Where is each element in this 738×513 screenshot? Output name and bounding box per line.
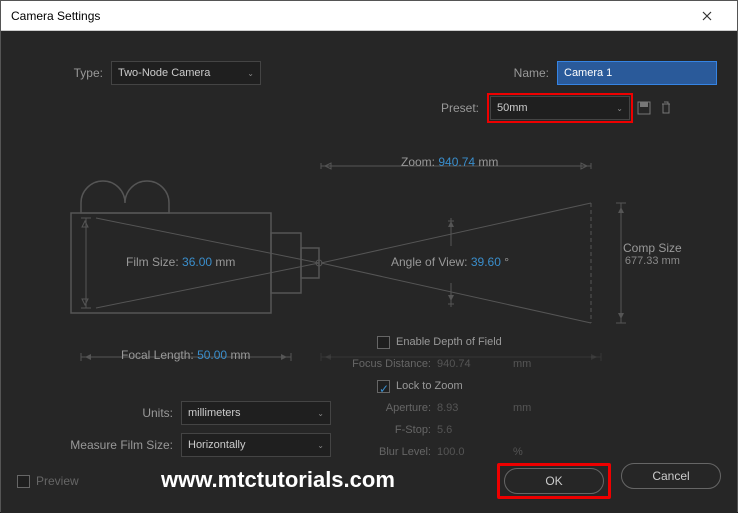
type-label: Type: [61, 66, 111, 80]
window-title: Camera Settings [11, 9, 687, 23]
units-section: Units: millimeters ⌄ Measure Film Size: … [41, 401, 361, 465]
aperture-value: 8.93 [437, 397, 507, 419]
dialog-content: Type: Two-Node Camera ⌄ Name: Preset: 50… [1, 31, 737, 513]
chevron-down-icon: ⌄ [616, 104, 623, 113]
units-dropdown[interactable]: millimeters ⌄ [181, 401, 331, 425]
enable-dof-checkbox[interactable] [377, 336, 390, 349]
depth-of-field-section: Enable Depth of Field Focus Distance: 94… [311, 331, 661, 463]
film-size-label: Film Size: [126, 255, 179, 269]
blur-level-value: 100.0 [437, 441, 507, 463]
film-size-value[interactable]: 36.00 [182, 255, 212, 269]
dialog-footer: Preview OK Cancel [17, 463, 721, 499]
zoom-value[interactable]: 940.74 [438, 155, 475, 169]
preview-checkbox[interactable] [17, 475, 30, 488]
preset-label: Preset: [437, 101, 487, 115]
measure-film-size-dropdown[interactable]: Horizontally ⌄ [181, 433, 331, 457]
units-label: Units: [41, 406, 181, 420]
chevron-down-icon: ⌄ [317, 441, 324, 450]
focal-length-value[interactable]: 50.00 [197, 348, 227, 362]
focal-length-label: Focal Length: [121, 348, 194, 362]
preset-dropdown[interactable]: 50mm ⌄ [490, 96, 630, 120]
enable-dof-label: Enable Depth of Field [396, 331, 502, 353]
disk-icon [637, 101, 651, 115]
close-icon [702, 11, 712, 21]
comp-size-label: Comp Size [623, 241, 682, 255]
name-input[interactable] [557, 61, 717, 85]
close-button[interactable] [687, 1, 727, 31]
save-preset-button[interactable] [633, 97, 655, 119]
preset-highlight: 50mm ⌄ [487, 93, 633, 123]
ok-highlight: OK [497, 463, 611, 499]
trash-icon [659, 101, 673, 115]
chevron-down-icon: ⌄ [247, 69, 254, 78]
lock-to-zoom-label: Lock to Zoom [396, 375, 463, 397]
lock-to-zoom-checkbox[interactable] [377, 380, 390, 393]
name-label: Name: [507, 66, 557, 80]
focus-distance-value: 940.74 [437, 353, 507, 375]
fstop-value: 5.6 [437, 419, 507, 441]
measure-film-size-label: Measure Film Size: [41, 438, 181, 452]
titlebar: Camera Settings [1, 1, 737, 31]
preview-label: Preview [36, 474, 79, 488]
comp-size-value: 677.33 mm [623, 255, 682, 267]
chevron-down-icon: ⌄ [317, 409, 324, 418]
delete-preset-button[interactable] [655, 97, 677, 119]
ok-button[interactable]: OK [504, 468, 604, 494]
angle-of-view-label: Angle of View: [391, 255, 468, 269]
angle-of-view-value[interactable]: 39.60 [471, 255, 501, 269]
zoom-label: Zoom: [401, 155, 435, 169]
camera-settings-window: Camera Settings Type: Two-Node Camera ⌄ … [0, 0, 738, 512]
type-dropdown[interactable]: Two-Node Camera ⌄ [111, 61, 261, 85]
cancel-button[interactable]: Cancel [621, 463, 721, 489]
focus-distance-label: Focus Distance: [311, 353, 431, 375]
camera-diagram: Zoom: 940.74 mm Film Size: 36.00 mm Angl… [21, 133, 717, 323]
